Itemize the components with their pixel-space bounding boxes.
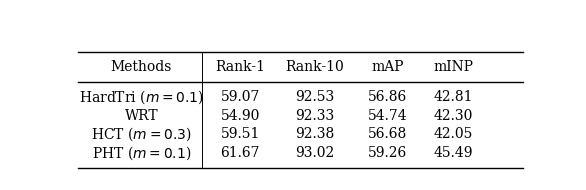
Text: PHT ($m = 0.1$): PHT ($m = 0.1$) xyxy=(91,144,191,162)
Text: 45.49: 45.49 xyxy=(434,146,473,160)
Text: WRT: WRT xyxy=(125,108,158,123)
Text: 61.67: 61.67 xyxy=(220,146,260,160)
Text: 92.38: 92.38 xyxy=(295,127,335,141)
Text: Rank-1: Rank-1 xyxy=(215,60,265,74)
Text: HCT ($m = 0.3$): HCT ($m = 0.3$) xyxy=(91,125,192,143)
Text: 56.86: 56.86 xyxy=(368,90,407,104)
Text: HardTri ($m = 0.1$): HardTri ($m = 0.1$) xyxy=(79,88,204,106)
Text: 92.53: 92.53 xyxy=(295,90,335,104)
Text: 59.07: 59.07 xyxy=(220,90,260,104)
Text: 59.51: 59.51 xyxy=(220,127,260,141)
Text: 54.90: 54.90 xyxy=(220,108,260,123)
Text: 56.68: 56.68 xyxy=(368,127,407,141)
Text: mINP: mINP xyxy=(434,60,473,74)
Text: 42.81: 42.81 xyxy=(434,90,473,104)
Text: Rank-10: Rank-10 xyxy=(286,60,345,74)
Text: 54.74: 54.74 xyxy=(368,108,407,123)
Text: 59.26: 59.26 xyxy=(368,146,407,160)
Text: Methods: Methods xyxy=(111,60,172,74)
Text: mAP: mAP xyxy=(372,60,404,74)
Text: 42.05: 42.05 xyxy=(434,127,473,141)
Text: 42.30: 42.30 xyxy=(434,108,473,123)
Text: 93.02: 93.02 xyxy=(295,146,335,160)
Text: 92.33: 92.33 xyxy=(295,108,335,123)
